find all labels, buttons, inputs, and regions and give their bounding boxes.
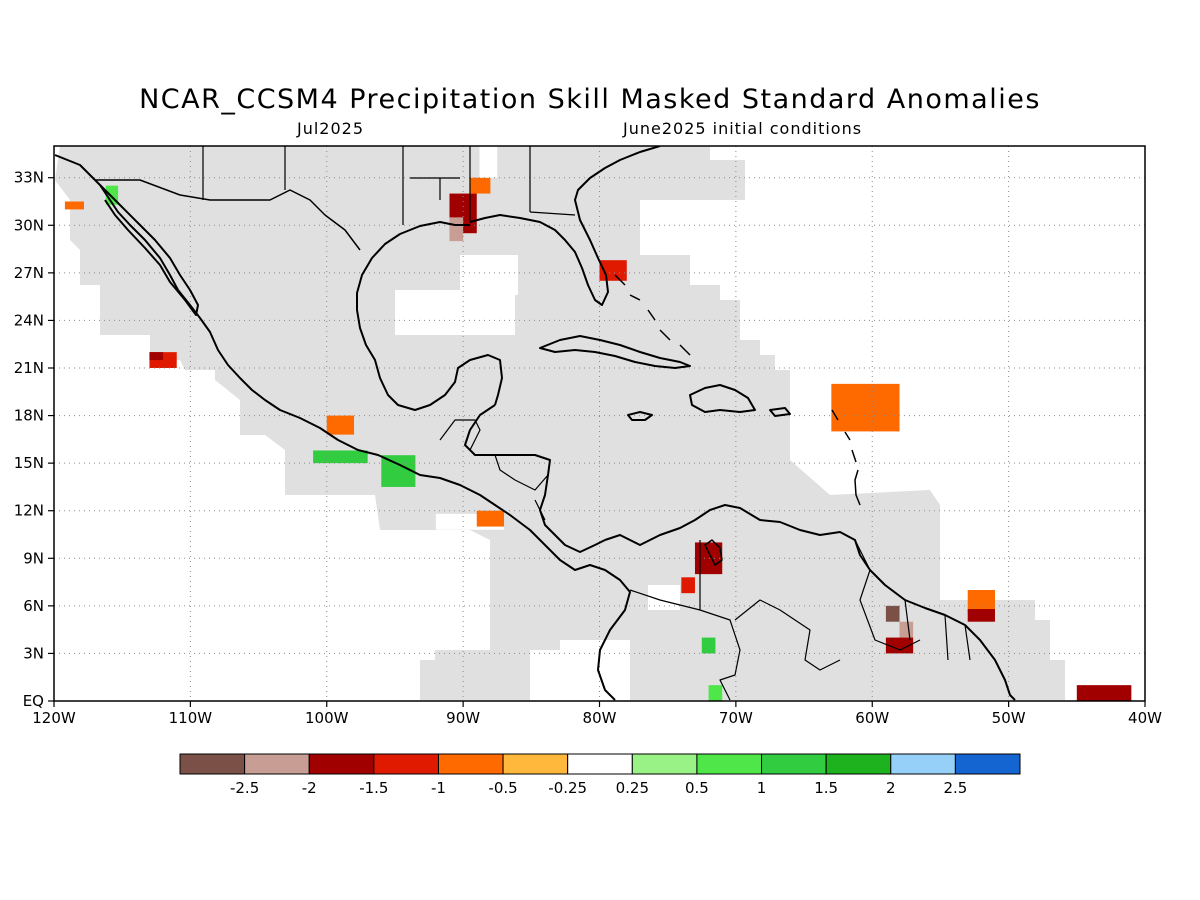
anomaly-patch: [64, 201, 85, 210]
lon-label: 60W: [855, 709, 889, 727]
colorbar-label: -2: [302, 779, 317, 797]
coastline-baja-california: [99, 184, 199, 316]
anomaly-patch: [326, 415, 355, 435]
colorbar-swatch: [437, 753, 504, 775]
coastline-us-gulf-florida: [469, 146, 661, 306]
coastline-north-america-west: [54, 154, 631, 701]
lat-label: 12N: [14, 502, 44, 520]
coastline-gulf-of-mexico: [356, 221, 503, 411]
lon-label: 120W: [32, 709, 76, 727]
gulf-hole-2: [460, 255, 518, 295]
anomaly-patch: [381, 455, 416, 487]
coastline-central-america-caribbean: [464, 404, 606, 553]
initial-conditions: June2025 initial conditions: [623, 119, 863, 138]
lon-label: 90W: [446, 709, 480, 727]
colorbar-swatch: [696, 753, 763, 775]
colorbar-swatch: [373, 753, 439, 775]
lake-maracaibo: [704, 539, 723, 566]
anomaly-patch: [149, 352, 164, 361]
anomaly-patch: [681, 577, 695, 594]
colorbar-label: -0.25: [548, 779, 587, 797]
forecast-month: Jul2025: [297, 119, 365, 138]
colorbar-label: -0.5: [488, 779, 517, 797]
colorbar-swatch: [631, 753, 698, 775]
lat-label: 27N: [14, 264, 44, 282]
coastline-cuba: [539, 335, 691, 369]
anomaly-patch: [899, 621, 914, 638]
gulf-hole-1: [395, 290, 515, 335]
anomaly-patch: [469, 177, 491, 194]
anomaly-patch: [885, 637, 914, 654]
lat-label: EQ: [23, 692, 44, 710]
lat-label: 24N: [14, 311, 44, 329]
lat-label: 9N: [23, 549, 44, 567]
anomaly-patch: [476, 510, 505, 527]
colorbar-swatch: [890, 753, 956, 775]
coastline-puerto-rico: [769, 407, 791, 417]
lat-label: 30N: [14, 216, 44, 234]
bahamas: [614, 274, 691, 356]
border-us-states: [202, 146, 576, 225]
colorbar-label: -1: [431, 779, 446, 797]
colorbar-label: 1: [757, 779, 767, 797]
anomaly-patch: [479, 146, 498, 178]
anomaly-patch: [708, 685, 723, 701]
anomaly-patch: [1076, 685, 1132, 701]
lon-label: 80W: [583, 709, 617, 727]
coastline-south-america-north: [604, 504, 1016, 701]
lat-label: 18N: [14, 407, 44, 425]
lat-label: 33N: [14, 169, 44, 187]
colorbar-swatch: [567, 753, 633, 775]
unmasked-regions: [395, 146, 1145, 700]
colorbar-swatch: [308, 753, 375, 775]
coastlines: [54, 146, 1016, 701]
pacific-hole: [530, 650, 560, 700]
anomaly-patch: [701, 637, 716, 654]
anomaly-patch: [885, 605, 900, 622]
lon-label: 70W: [719, 709, 753, 727]
lat-label: 3N: [23, 644, 44, 662]
colorbar-label: 2.5: [943, 779, 967, 797]
colorbar-label: -2.5: [230, 779, 259, 797]
lat-label: 15N: [14, 454, 44, 472]
longitude-axis: 120W 110W 100W 90W 80W 70W 60W 50W 40W: [32, 701, 1162, 727]
anomaly-patch: [967, 590, 995, 614]
atlantic-east-hole: [1100, 146, 1145, 666]
colorbar-swatch: [244, 753, 310, 775]
colorbar-label: 2: [886, 779, 896, 797]
lon-label: 110W: [169, 709, 213, 727]
latitude-axis: EQ 3N 6N 9N 12N 15N 18N 21N 24N 27N 30N 33N: [14, 169, 54, 710]
colorbar: -2.5 -2 -1.5 -1 -0.5 -0.25 0.25 0.5 1 1.5 2 2.5: [179, 753, 1021, 797]
anomaly-patch: [967, 609, 995, 622]
anomaly-patch: [313, 450, 368, 464]
lat-label: 21N: [14, 359, 44, 377]
coastline-hispaniola: [689, 384, 756, 413]
pacific-hole-2: [560, 640, 630, 700]
colorbar-label: -1.5: [359, 779, 388, 797]
skill-mask-region: [55, 146, 1065, 700]
colorbar-swatch: [761, 753, 827, 775]
anomaly-patch: [449, 217, 464, 242]
colorbar-swatch: [825, 753, 892, 775]
border-us-mexico: [95, 179, 361, 251]
lesser-antilles: [831, 409, 861, 506]
border-central-america: [439, 419, 549, 521]
anomaly-patches: [64, 146, 1132, 701]
map-title: NCAR_CCSM4 Precipitation Skill Masked St…: [139, 84, 1041, 115]
colorbar-label: 0.5: [685, 779, 709, 797]
colorbar-swatch: [954, 753, 1021, 775]
anomaly-patch: [831, 383, 900, 432]
lat-label: 6N: [23, 597, 44, 615]
colorbar-swatch: [179, 753, 246, 775]
coastline-jamaica: [627, 411, 653, 421]
colorbar-label: 1.5: [814, 779, 838, 797]
lon-label: 50W: [992, 709, 1026, 727]
lon-label: 40W: [1128, 709, 1162, 727]
lon-label: 100W: [305, 709, 349, 727]
colorbar-label: 0.25: [616, 779, 649, 797]
colorbar-swatch: [502, 753, 569, 775]
border-south-america: [629, 539, 971, 701]
